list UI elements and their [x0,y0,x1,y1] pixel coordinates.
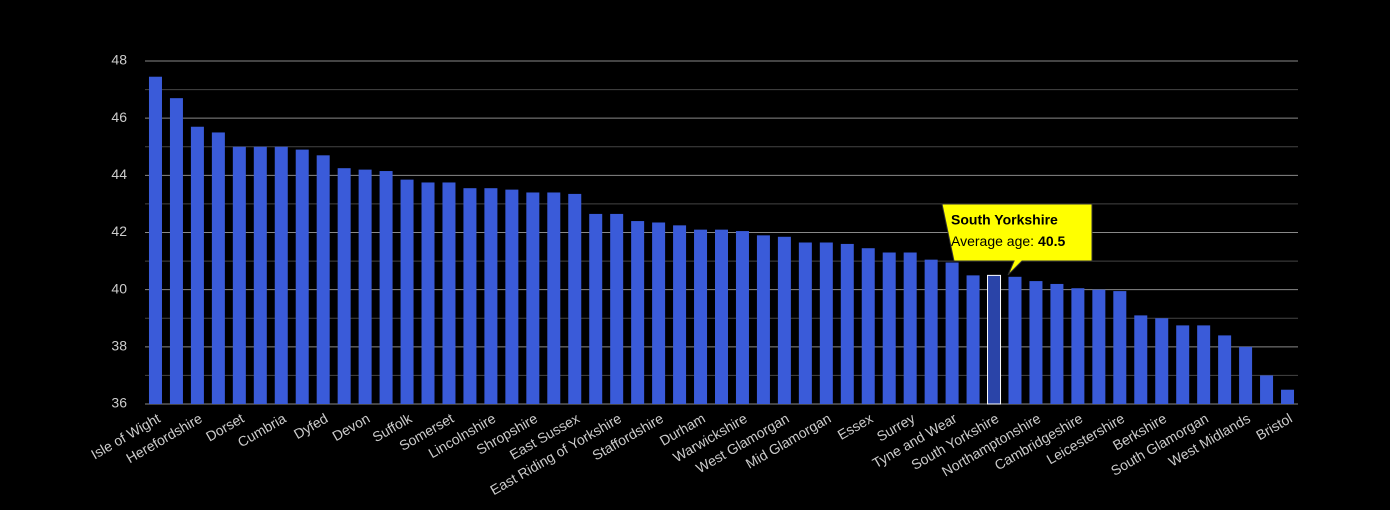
bar [1134,315,1148,404]
bar [1155,318,1169,404]
bar [169,98,183,405]
tooltip-label: Average age: [951,233,1034,249]
bar [379,171,393,404]
bar [1176,325,1190,404]
bar [421,182,435,404]
bar [924,259,938,404]
bar [148,76,162,405]
bar [1260,375,1274,404]
bar [1029,281,1043,404]
bar [316,155,330,404]
x-tick-label: Dyfed [291,410,331,442]
bar [798,242,812,404]
bar [526,192,540,404]
bar [253,146,267,404]
bar [652,222,666,404]
tooltip-box [941,203,1093,276]
bar [1113,291,1127,404]
bar [819,242,833,404]
bar [1092,289,1106,404]
bar [400,179,414,404]
bar [1218,335,1232,404]
bar [568,193,582,404]
bar [232,146,246,404]
bar [547,192,561,404]
y-tick-label: 42 [111,223,127,239]
bar [903,252,917,404]
bar [484,188,498,404]
bar [1239,346,1253,404]
bar [631,221,645,404]
bar [777,236,791,404]
bar [861,248,875,404]
bar [190,126,204,404]
bar [463,188,477,404]
bar [673,225,687,404]
bar [694,229,708,404]
bar [295,149,309,404]
bar [987,274,1002,405]
tooltip: South Yorkshire Average age: 40.5 [941,203,1093,276]
bar [358,169,372,404]
tooltip-text: Average age: 40.5 [951,233,1065,249]
bar [945,262,959,404]
x-tick-label: Bristol [1253,410,1295,443]
y-tick-label: 40 [111,280,127,296]
bar [337,168,351,404]
bar [610,213,624,404]
y-tick-label: 48 [111,52,127,68]
y-tick-label: 36 [111,395,127,411]
bar [715,229,728,404]
y-tick-label: 44 [111,166,127,182]
bar [274,146,288,404]
bar [735,231,749,404]
x-tick-label: Devon [329,410,372,444]
tooltip-value: 40.5 [1038,233,1065,249]
tooltip-title: South Yorkshire [951,212,1058,228]
bar [1197,325,1211,404]
bar [1071,288,1085,404]
bar [442,182,456,404]
bar [589,213,603,404]
bar [840,243,854,404]
y-tick-label: 38 [111,338,127,354]
bar [211,132,225,405]
bar [966,275,980,404]
bar [1050,283,1064,404]
bar [505,189,519,404]
bar [1008,276,1022,404]
bar [1281,389,1295,404]
bar [756,235,770,404]
y-tick-label: 46 [111,109,127,125]
x-tick-label: Cumbria [235,410,289,450]
x-tick-label: Essex [835,410,876,443]
bar [882,252,896,404]
